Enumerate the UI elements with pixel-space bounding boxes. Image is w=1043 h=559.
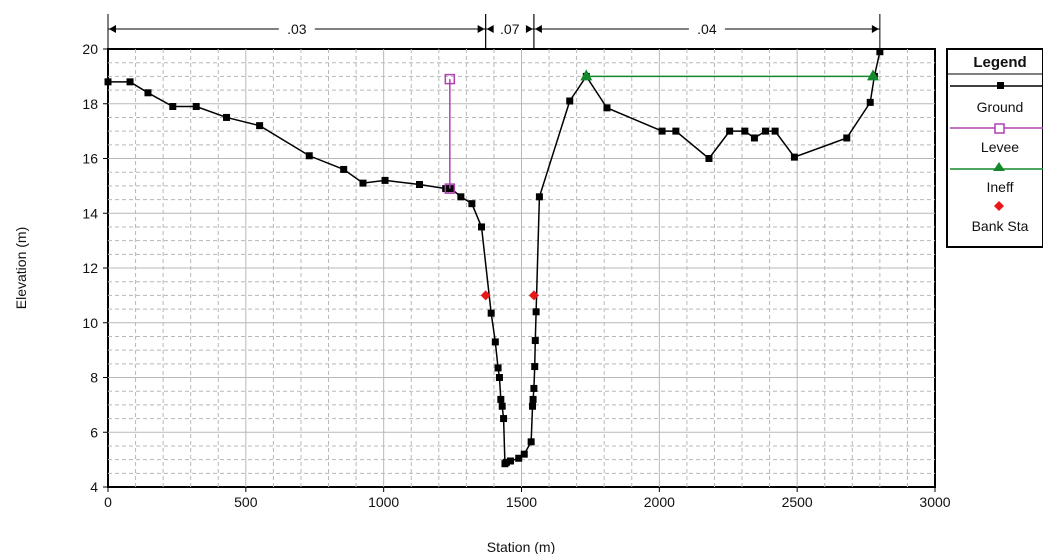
- y-tick-label: 6: [90, 424, 98, 440]
- ground-point: [515, 454, 523, 462]
- roughness-arrow-right: [477, 25, 485, 33]
- ground-point: [498, 402, 506, 410]
- ground-point: [381, 176, 389, 184]
- ground-point: [305, 152, 313, 160]
- ground-point: [535, 193, 543, 201]
- roughness-label: .07: [500, 21, 520, 37]
- ground-point: [530, 384, 538, 392]
- x-tick-label: 500: [234, 494, 258, 510]
- x-tick-label: 0: [104, 494, 112, 510]
- series-layer: [104, 48, 884, 468]
- ground-point: [487, 309, 495, 317]
- y-tick-label: 20: [82, 41, 98, 57]
- legend-ground-label: Ground: [977, 99, 1024, 115]
- legend-ineff-label: Ineff: [987, 179, 1014, 195]
- legend-ground-marker: [997, 82, 1004, 89]
- ground-point: [497, 395, 505, 403]
- x-tick-label: 3000: [919, 494, 950, 510]
- ground-point: [494, 364, 502, 372]
- legend-levee-marker: [994, 123, 1005, 134]
- x-tick-label: 2000: [644, 494, 675, 510]
- y-tick-label: 18: [82, 96, 98, 112]
- ground-point: [790, 153, 798, 161]
- roughness-arrow-left: [534, 25, 542, 33]
- ground-point: [566, 97, 574, 105]
- legend-title: Legend: [973, 54, 1026, 71]
- legend-levee-label: Levee: [981, 139, 1019, 155]
- ground-point: [726, 127, 734, 135]
- ground-point: [359, 179, 367, 187]
- y-axis-title: Elevation (m): [13, 227, 29, 309]
- legend-ineff-marker: [993, 162, 1005, 171]
- ground-point: [529, 395, 537, 403]
- y-tick-label: 12: [82, 260, 98, 276]
- ground-point: [750, 134, 758, 142]
- ground-point: [771, 127, 779, 135]
- ground-point: [126, 78, 134, 86]
- ground-point: [672, 127, 680, 135]
- ineff-point: [866, 69, 879, 81]
- ground-point: [603, 104, 611, 112]
- bank-station-point: [480, 290, 491, 301]
- roughness-arrow-left: [109, 25, 116, 33]
- roughness-markers: .03 .07 .04: [107, 14, 881, 49]
- roughness-arrow-right: [871, 25, 879, 33]
- ground-point: [531, 337, 539, 345]
- ground-point: [705, 155, 713, 162]
- ground-point: [169, 102, 177, 110]
- legend-box: [946, 48, 1043, 248]
- y-tick-label: 4: [90, 479, 98, 495]
- y-tick-label: 8: [90, 370, 98, 386]
- ground-point: [520, 450, 528, 458]
- grid-lines: [108, 49, 935, 487]
- ground-point: [866, 98, 874, 106]
- y-tick-label: 10: [82, 315, 98, 331]
- ground-point: [104, 78, 112, 86]
- ground-point: [340, 165, 348, 173]
- ineff-point: [580, 69, 593, 81]
- x-axis-title: Station (m): [487, 539, 555, 554]
- ground-point: [192, 102, 200, 110]
- ground-point: [447, 185, 455, 193]
- bank-station-point: [528, 290, 539, 301]
- x-tick-label: 1500: [506, 494, 537, 510]
- ground-point: [741, 127, 749, 135]
- ground-point: [457, 193, 465, 201]
- levee-point: [444, 73, 456, 85]
- roughness-arrow-right: [525, 25, 533, 33]
- ground-point: [506, 457, 514, 465]
- ground-point: [529, 402, 537, 410]
- roughness-label: .04: [697, 21, 717, 37]
- ground-point: [495, 374, 503, 381]
- axis-ticks: 0 500 1000 1500 2000 2500 3000 4 6 8 10 12 14 16 18 20: [82, 41, 950, 510]
- ground-point: [416, 181, 424, 189]
- roughness-label: .03: [287, 21, 307, 37]
- y-tick-label: 14: [82, 205, 98, 221]
- legend-bank-label: Bank Sta: [972, 218, 1029, 234]
- ground-point: [502, 458, 510, 466]
- ground-point: [843, 134, 851, 142]
- ground-point: [478, 223, 486, 231]
- ground-point: [256, 122, 264, 130]
- x-tick-label: 1000: [368, 494, 399, 510]
- ground-point: [468, 200, 476, 208]
- y-tick-label: 16: [82, 151, 98, 167]
- ground-point: [531, 363, 539, 371]
- ground-point: [500, 415, 508, 423]
- ground-point: [491, 338, 499, 346]
- ground-point: [144, 89, 152, 97]
- ground-point: [532, 308, 540, 316]
- x-tick-label: 2500: [782, 494, 813, 510]
- roughness-arrow-left: [486, 25, 494, 33]
- ground-point: [223, 113, 231, 121]
- ground-point: [527, 438, 535, 446]
- ground-point: [658, 127, 666, 135]
- ground-point: [876, 48, 884, 56]
- ground-point: [761, 127, 769, 135]
- levee-point: [444, 183, 456, 194]
- legend: Legend Ground Levee Ineff Bank Sta: [946, 48, 1043, 248]
- legend-bank-marker: [994, 201, 1004, 211]
